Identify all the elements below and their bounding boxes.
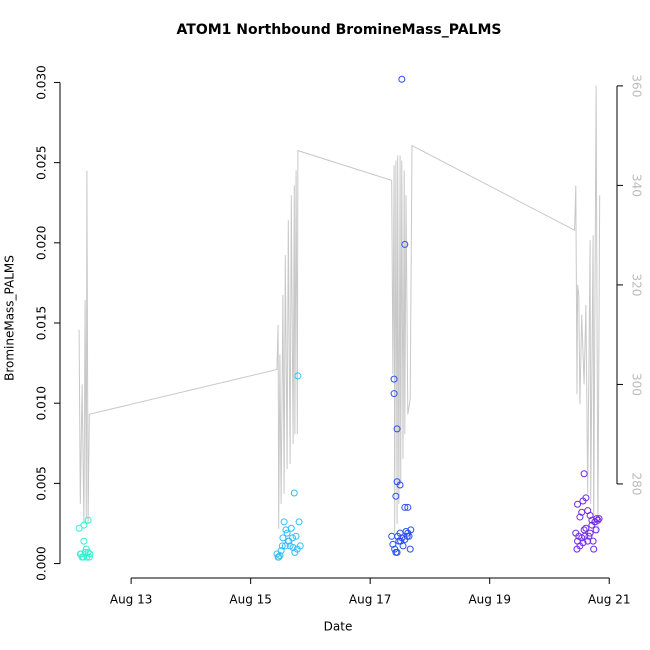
data-point [589,537,597,545]
data-point [289,544,297,552]
x-tick-label: Aug 13 [110,593,153,607]
y-tick-label: 0.010 [35,386,49,420]
data-point [404,503,412,511]
data-point [81,548,89,556]
data-point [283,529,291,537]
y-tick-label: 0.020 [35,226,49,260]
data-point [393,548,401,556]
data-point [407,526,415,534]
data-point [397,537,405,545]
y-tick-label: 0.030 [35,65,49,99]
data-point [406,545,414,553]
data-point [75,524,83,532]
y-tick-label: 0.000 [35,546,49,580]
data-point [401,240,409,248]
y2-tick-label: 300 [630,373,644,396]
data-point [579,539,587,547]
data-point [393,425,401,433]
data-point [595,515,603,523]
y2-tick-label: 340 [630,174,644,197]
data-point [390,390,398,398]
data-point [390,375,398,383]
data-point [592,526,600,534]
data-point [275,553,283,561]
data-point [279,534,287,542]
data-point [389,540,397,548]
data-point [84,516,92,524]
data-point [296,542,304,550]
y2-tick-label: 320 [630,273,644,296]
data-point [398,75,406,83]
data-point [585,532,593,540]
x-tick-label: Aug 21 [588,593,631,607]
y-tick-label: 0.005 [35,466,49,500]
data-point [580,470,588,478]
data-point [281,542,289,550]
x-tick-label: Aug 15 [229,593,272,607]
data-point [401,503,409,511]
data-point [295,518,303,526]
y2-tick-label: 280 [630,473,644,496]
data-line [78,85,601,534]
data-point [582,494,590,502]
data-point [277,547,285,555]
x-tick-label: Aug 19 [468,593,511,607]
data-point [574,500,582,508]
data-point [77,550,85,558]
data-point [86,550,94,558]
data-point [292,532,300,540]
data-point [588,521,596,529]
y2-tick-label: 360 [630,74,644,97]
x-axis-label: Date [324,620,353,634]
data-point [285,537,293,545]
data-point [586,511,594,519]
y-axis-label: BromineMass_PALMS [3,255,17,381]
data-point [80,537,88,545]
data-point [278,542,286,550]
data-point [290,489,298,497]
data-point [576,513,584,521]
y-tick-label: 0.015 [35,306,49,340]
x-tick-label: Aug 17 [349,593,392,607]
data-point [405,532,413,540]
data-point [581,532,589,540]
data-point [582,524,590,532]
data-point [590,545,598,553]
data-point [396,481,404,489]
data-point [287,524,295,532]
data-point [586,529,594,537]
chart-title: ATOM1 Northbound BromineMass_PALMS [177,22,502,38]
data-point [593,515,601,523]
data-point [392,492,400,500]
data-point [280,518,288,526]
data-point [80,521,88,529]
data-point [276,552,284,560]
y-tick-label: 0.025 [35,145,49,179]
data-point [294,372,302,380]
data-point [594,516,602,524]
data-point [84,548,92,556]
data-point [573,545,581,553]
